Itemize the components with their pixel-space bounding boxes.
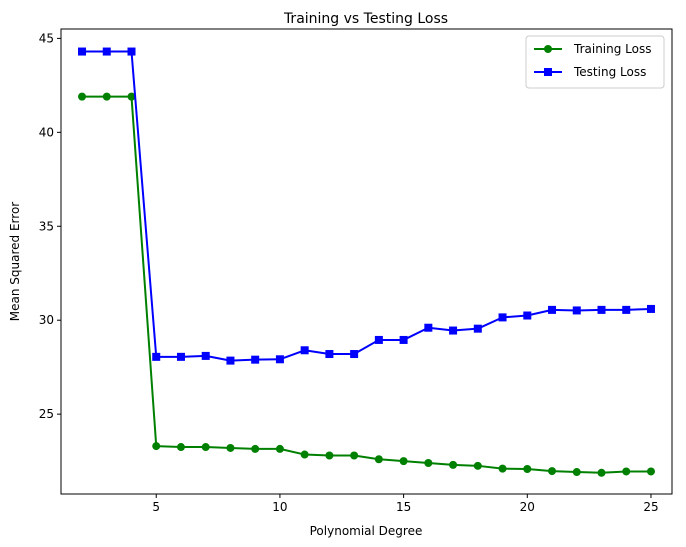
testing-loss-point <box>226 356 235 365</box>
x-tick-label: 10 <box>272 500 287 514</box>
x-axis-label: Polynomial Degree <box>310 524 423 538</box>
testing-loss-point <box>523 311 532 320</box>
x-tick-label: 15 <box>396 500 411 514</box>
y-axis-label: Mean Squared Error <box>8 202 22 322</box>
testing-loss-point <box>572 306 581 315</box>
training-loss-point <box>399 457 408 466</box>
training-loss-point <box>152 442 161 451</box>
x-tick-label: 20 <box>520 500 535 514</box>
testing-loss-point <box>473 324 482 333</box>
testing-loss-point <box>78 47 87 56</box>
testing-loss-line <box>82 50 652 362</box>
legend-training-label: Training Loss <box>573 42 651 56</box>
testing-loss-point <box>176 352 185 361</box>
testing-loss-point <box>622 305 631 314</box>
x-axis: 5 10 15 20 25 <box>152 494 659 514</box>
training-loss-point <box>275 444 284 453</box>
legend-testing-marker <box>544 68 552 76</box>
y-axis: 25 30 35 40 45 <box>39 31 61 421</box>
training-loss-point <box>201 443 210 452</box>
testing-loss-point <box>102 47 111 56</box>
training-loss-point <box>226 443 235 452</box>
training-loss-point <box>449 460 458 469</box>
testing-loss-point <box>424 323 433 332</box>
testing-loss-point <box>201 351 210 360</box>
training-loss-point <box>102 92 111 101</box>
testing-loss-point <box>350 350 359 359</box>
testing-loss-point <box>251 355 260 364</box>
legend-training-marker <box>544 45 552 53</box>
testing-loss-point <box>597 305 606 314</box>
training-loss-point <box>622 467 631 476</box>
x-tick-label: 5 <box>152 500 160 514</box>
y-tick-label: 40 <box>39 125 54 139</box>
testing-loss-point <box>449 326 458 335</box>
training-loss-point <box>251 444 260 453</box>
testing-loss-point <box>300 346 309 355</box>
y-tick-label: 25 <box>39 407 54 421</box>
training-loss-point <box>325 451 334 460</box>
training-loss-point <box>350 451 359 460</box>
series-layer <box>78 47 655 477</box>
training-loss-point <box>646 467 655 476</box>
testing-loss-point <box>127 47 136 56</box>
plot-area <box>60 28 673 495</box>
testing-loss-point <box>498 313 507 322</box>
testing-loss-point <box>152 352 161 361</box>
legend-testing-label: Testing Loss <box>573 65 646 79</box>
testing-loss-point <box>646 304 655 313</box>
y-tick-label: 35 <box>39 219 54 233</box>
training-loss-point <box>572 468 581 477</box>
y-tick-label: 30 <box>39 313 54 327</box>
testing-loss-point <box>399 335 408 344</box>
testing-loss-point <box>325 350 334 359</box>
testing-loss-point <box>374 335 383 344</box>
training-loss-point <box>523 465 532 474</box>
testing-loss-point <box>548 305 557 314</box>
training-loss-point <box>78 92 87 101</box>
training-loss-point <box>597 468 606 477</box>
training-loss-point <box>498 464 507 473</box>
training-loss-point <box>176 443 185 452</box>
training-loss-point <box>548 467 557 476</box>
training-loss-point <box>424 459 433 467</box>
training-loss-point <box>127 92 136 101</box>
testing-loss-point <box>275 355 284 364</box>
training-loss-line <box>82 95 651 474</box>
y-tick-label: 45 <box>39 31 54 45</box>
training-loss-point <box>300 450 309 459</box>
training-loss-point <box>473 461 482 470</box>
chart-title: Training vs Testing Loss <box>283 11 448 27</box>
x-tick-label: 25 <box>643 500 658 514</box>
training-loss-point <box>374 455 383 464</box>
legend: Training Loss Testing Loss <box>525 35 665 89</box>
